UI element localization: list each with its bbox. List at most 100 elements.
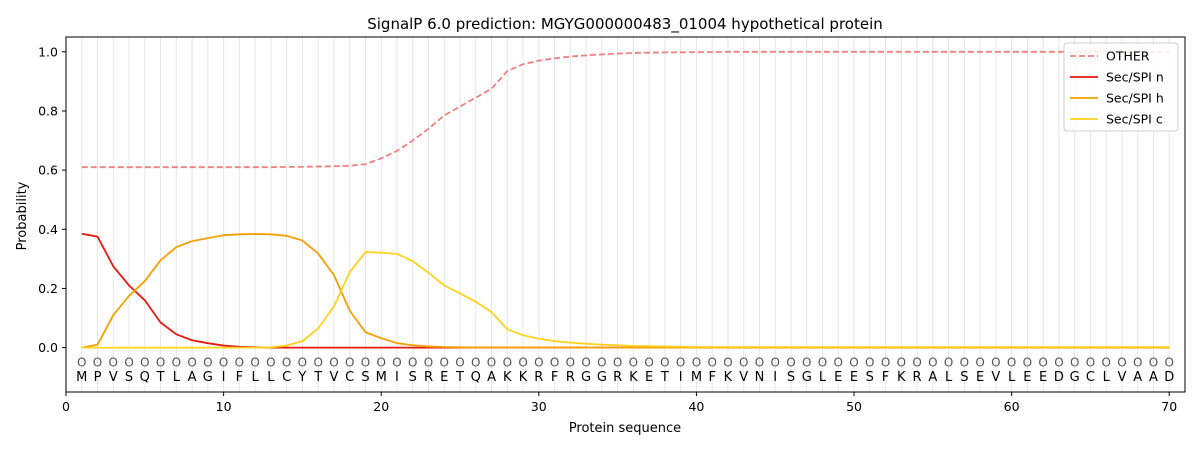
x-tick-label: 40 (688, 399, 704, 414)
residue-label: T (156, 370, 165, 385)
residue-label: A (487, 370, 496, 385)
position-marker: O (960, 355, 969, 369)
position-marker: O (881, 355, 890, 369)
residue-label: Q (471, 370, 481, 385)
position-marker: O (534, 355, 543, 369)
position-marker: O (944, 355, 953, 369)
residue-label: F (236, 370, 243, 385)
residue-label: R (613, 370, 622, 385)
residue-label: S (866, 370, 874, 385)
position-marker: O (1149, 355, 1158, 369)
residue-label: D (1054, 370, 1064, 385)
position-marker: O (219, 355, 228, 369)
residue-label: A (188, 370, 197, 385)
legend-label: Sec/SPI n (1106, 70, 1164, 85)
x-axis-ticks: 0 10 20 30 40 50 60 70 (62, 392, 1177, 414)
residue-label: V (739, 370, 748, 385)
y-axis-ticks: 0.0 0.2 0.4 0.6 0.8 1.0 (38, 44, 66, 355)
residue-label: D (1164, 370, 1174, 385)
position-marker: O (471, 355, 480, 369)
x-tick-label: 10 (216, 399, 232, 414)
position-marker: O (912, 355, 921, 369)
residue-label: V (991, 370, 1000, 385)
position-marker: O (644, 355, 653, 369)
position-marker: O (408, 355, 417, 369)
residue-label: S (409, 370, 417, 385)
position-marker: O (692, 355, 701, 369)
residue-label: T (313, 370, 322, 385)
position-marker: O (487, 355, 496, 369)
residue-label: G (1070, 370, 1080, 385)
residue-label: Y (297, 370, 306, 385)
position-marker: O (455, 355, 464, 369)
position-marker: O (581, 355, 590, 369)
residue-label: S (361, 370, 369, 385)
position-marker: O (707, 355, 716, 369)
position-marker: O (755, 355, 764, 369)
y-tick-label: 1.0 (38, 44, 58, 59)
residue-label: V (1118, 370, 1127, 385)
position-marker: O (329, 355, 338, 369)
residue-label: V (329, 370, 338, 385)
residue-label: G (581, 370, 591, 385)
residue-label: F (882, 370, 889, 385)
position-marker: O (1101, 355, 1110, 369)
x-tick-label: 0 (62, 399, 70, 414)
residue-label: E (1039, 370, 1047, 385)
x-tick-label: 30 (531, 399, 547, 414)
position-marker: O (282, 355, 291, 369)
residue-label: R (534, 370, 543, 385)
residue-label: K (897, 370, 906, 385)
sequence-labels: OMOPOVOSOQOTOLOAOGOIOFOLOLOCOYOTOVOCOSOM… (76, 355, 1174, 385)
residue-label: S (125, 370, 133, 385)
position-marker: O (613, 355, 622, 369)
y-tick-label: 0.6 (38, 163, 58, 178)
residue-label: V (109, 370, 118, 385)
position-marker: O (975, 355, 984, 369)
residue-label: L (945, 370, 953, 385)
residue-label: R (913, 370, 922, 385)
position-marker: O (928, 355, 937, 369)
position-marker: O (1117, 355, 1126, 369)
residue-label: L (173, 370, 181, 385)
series-lines (81, 50, 1170, 349)
position-marker: O (566, 355, 575, 369)
position-marker: O (834, 355, 843, 369)
position-marker: O (235, 355, 244, 369)
y-tick-label: 0.2 (38, 281, 58, 296)
position-marker: O (93, 355, 102, 369)
residue-label: L (1103, 370, 1111, 385)
position-marker: O (1038, 355, 1047, 369)
position-marker: O (109, 355, 118, 369)
residue-label: L (1008, 370, 1016, 385)
position-marker: O (124, 355, 133, 369)
residue-label: Q (140, 370, 150, 385)
residue-label: S (787, 370, 795, 385)
residue-label: L (819, 370, 827, 385)
position-marker: O (770, 355, 779, 369)
legend-label: Sec/SPI h (1106, 91, 1164, 106)
position-marker: O (550, 355, 559, 369)
residue-label: C (1086, 370, 1095, 385)
residue-label: T (660, 370, 669, 385)
position-marker: O (723, 355, 732, 369)
position-marker: O (313, 355, 322, 369)
residue-label: E (1023, 370, 1031, 385)
residue-label: T (455, 370, 464, 385)
residue-label: E (976, 370, 984, 385)
residue-label: K (519, 370, 528, 385)
residue-label: K (503, 370, 512, 385)
position-marker: O (298, 355, 307, 369)
position-marker: O (739, 355, 748, 369)
residue-label: A (928, 370, 937, 385)
residue-label: E (440, 370, 448, 385)
y-tick-label: 0.0 (38, 340, 58, 355)
axes-frame (65, 36, 1186, 393)
position-marker: O (424, 355, 433, 369)
residue-label: M (76, 370, 87, 385)
legend-label: OTHER (1106, 49, 1150, 64)
residue-label: L (267, 370, 275, 385)
residue-label: P (94, 370, 102, 385)
y-axis-label: Probability (15, 181, 30, 250)
residue-label: I (395, 370, 399, 385)
